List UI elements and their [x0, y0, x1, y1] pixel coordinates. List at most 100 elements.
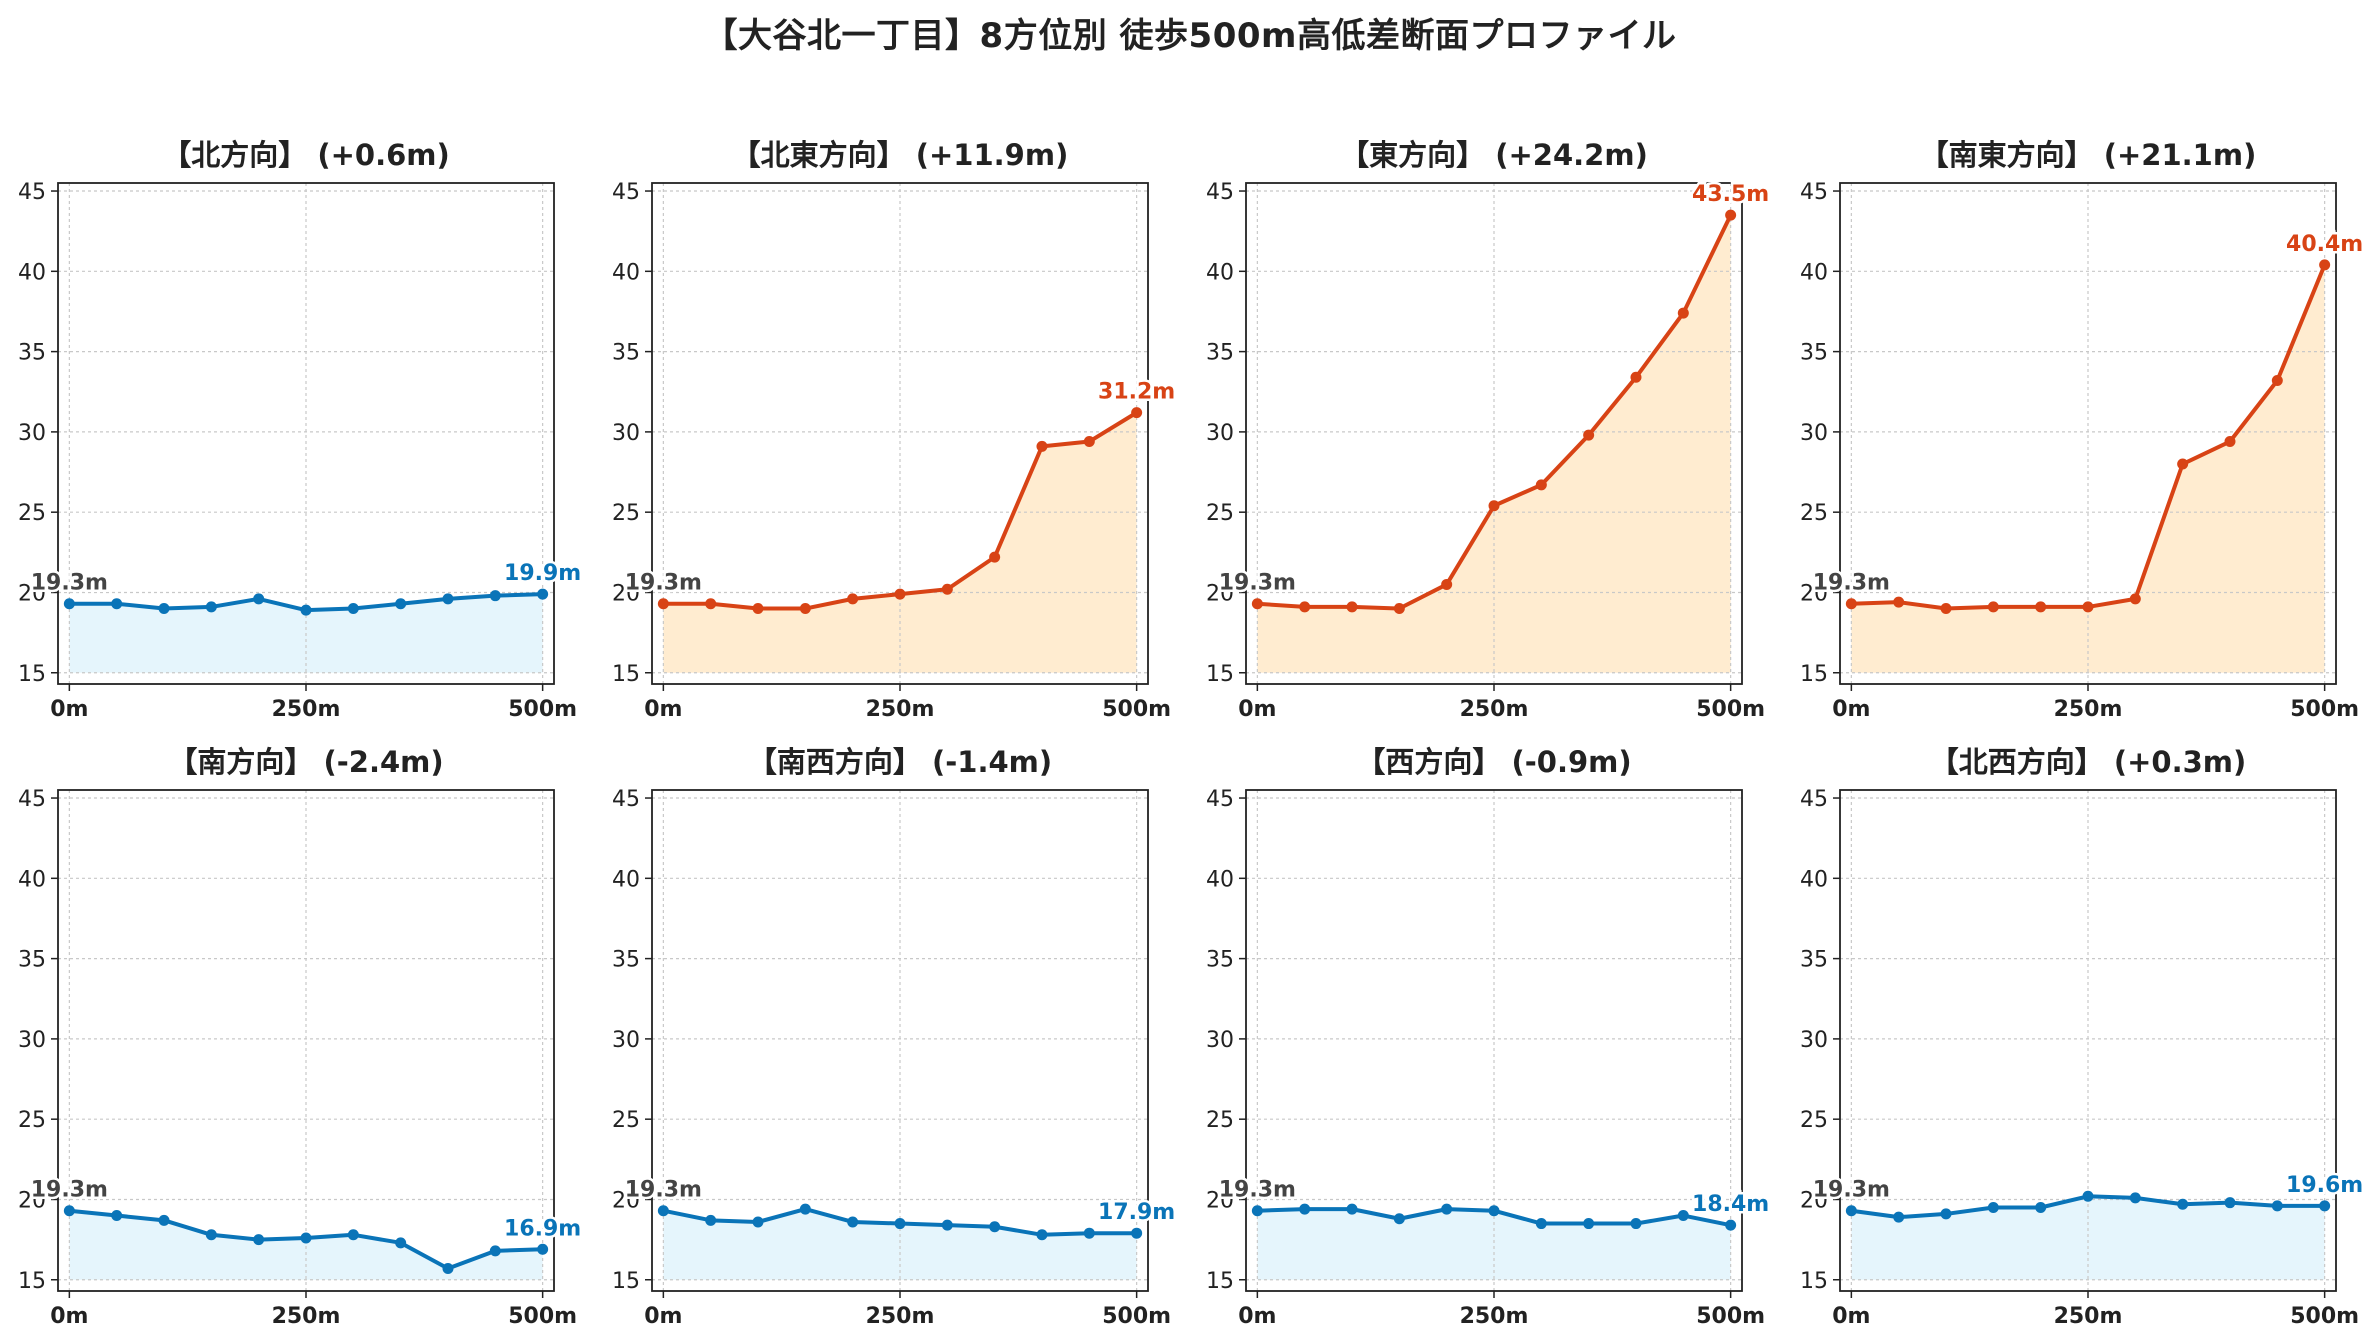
- x-tick-label: 0m: [1832, 1304, 1870, 1329]
- chart-panel-8: 【北西方向】 (+0.3m) 15 20 25 30 35 40 45 0m 250m 500m 19…: [1800, 745, 2366, 1329]
- y-tick-label: 25: [1800, 501, 1828, 526]
- y-tick-label: 40: [1206, 867, 1234, 892]
- x-tick-label: 250m: [2054, 1304, 2123, 1329]
- y-tick-label: 25: [1800, 1108, 1828, 1133]
- data-point: [1346, 601, 1358, 613]
- y-tick-label: 30: [612, 421, 640, 446]
- y-tick-label: 35: [1800, 341, 1828, 366]
- start-value-label: 19.3m: [1813, 571, 1890, 596]
- y-tick-label: 15: [612, 662, 640, 687]
- area-fill: [663, 412, 1137, 673]
- start-value-label: 19.3m: [31, 571, 108, 596]
- data-point: [253, 1234, 265, 1246]
- data-point: [2224, 436, 2236, 448]
- x-tick-label: 250m: [866, 1304, 935, 1329]
- y-tick-label: 45: [1800, 180, 1828, 205]
- y-tick-label: 30: [18, 1028, 46, 1053]
- panel-title: 【北方向】 (+0.6m): [162, 138, 450, 172]
- x-tick-label: 250m: [272, 697, 341, 722]
- data-point: [2082, 1190, 2094, 1202]
- data-point: [705, 1214, 717, 1226]
- data-point: [2035, 601, 2047, 613]
- data-point: [1299, 1203, 1311, 1215]
- y-tick-label: 20: [1206, 581, 1234, 606]
- data-point: [300, 1232, 312, 1244]
- data-point: [395, 1237, 407, 1249]
- end-value-label: 31.2m: [1098, 380, 1175, 405]
- data-point: [1488, 1205, 1500, 1217]
- data-point: [63, 598, 75, 610]
- y-tick-label: 30: [1800, 1028, 1828, 1053]
- data-point: [489, 590, 501, 602]
- data-point: [1893, 596, 1905, 608]
- data-point: [752, 1216, 764, 1228]
- data-point: [941, 1219, 953, 1231]
- y-tick-label: 15: [18, 1269, 46, 1294]
- x-tick-label: 0m: [644, 1304, 682, 1329]
- panel-title: 【南東方向】 (+21.1m): [1920, 138, 2257, 172]
- data-point: [1583, 429, 1595, 441]
- y-tick-label: 20: [1800, 1188, 1828, 1213]
- x-tick-label: 250m: [866, 697, 935, 722]
- end-value-label: 43.5m: [1692, 182, 1769, 207]
- y-tick-label: 30: [1206, 1028, 1234, 1053]
- y-tick-label: 20: [612, 581, 640, 606]
- x-tick-label: 0m: [644, 697, 682, 722]
- data-point: [158, 1214, 170, 1226]
- start-value-label: 19.3m: [1219, 1178, 1296, 1203]
- data-point: [1845, 598, 1857, 610]
- y-tick-label: 45: [18, 787, 46, 812]
- data-point: [1083, 1227, 1095, 1239]
- data-point: [799, 1203, 811, 1215]
- data-point: [1131, 407, 1143, 419]
- data-point: [1251, 1205, 1263, 1217]
- data-point: [989, 1221, 1001, 1233]
- data-point: [1677, 1210, 1689, 1222]
- data-point: [253, 593, 265, 605]
- y-tick-label: 40: [1206, 260, 1234, 285]
- figure-title: 【大谷北一丁目】8方位別 徒歩500m高低差断面プロファイル: [703, 16, 1677, 56]
- data-point: [657, 1205, 669, 1217]
- data-point: [2035, 1202, 2047, 1213]
- y-tick-label: 20: [18, 1188, 46, 1213]
- data-point: [111, 1210, 123, 1222]
- data-point: [2271, 1200, 2283, 1212]
- x-tick-label: 500m: [1102, 697, 1171, 722]
- panel-title: 【北西方向】 (+0.3m): [1930, 745, 2247, 779]
- chart-panel-5: 【南方向】 (-2.4m) 15 20 25 30 35 40 45 0m 250m 500m 19.…: [18, 745, 584, 1329]
- data-point: [537, 1243, 549, 1255]
- data-point: [1893, 1211, 1905, 1223]
- x-tick-label: 250m: [2054, 697, 2123, 722]
- start-value-label: 19.3m: [31, 1178, 108, 1203]
- data-point: [1987, 1202, 1999, 1213]
- data-point: [1488, 500, 1500, 512]
- y-tick-label: 45: [18, 180, 46, 205]
- x-tick-label: 250m: [1460, 697, 1529, 722]
- data-point: [1251, 598, 1263, 610]
- data-point: [894, 1218, 906, 1230]
- y-tick-label: 40: [612, 867, 640, 892]
- data-point: [752, 603, 764, 615]
- y-tick-label: 45: [1800, 787, 1828, 812]
- chart-panel-3: 【東方向】 (+24.2m) 15 20 25 30 35 40 45 0m 250m 500m 19…: [1206, 138, 1772, 722]
- y-tick-label: 25: [18, 1108, 46, 1133]
- data-point: [1583, 1218, 1595, 1230]
- start-value-label: 19.3m: [1219, 571, 1296, 596]
- data-point: [1036, 1229, 1048, 1241]
- y-tick-label: 25: [612, 1108, 640, 1133]
- y-tick-label: 45: [612, 787, 640, 812]
- x-tick-label: 500m: [508, 697, 577, 722]
- data-point: [1535, 1218, 1547, 1230]
- y-tick-label: 25: [18, 501, 46, 526]
- data-point: [395, 598, 407, 610]
- y-tick-label: 40: [612, 260, 640, 285]
- chart-panel-7: 【西方向】 (-0.9m) 15 20 25 30 35 40 45 0m 250m 500m 19.…: [1206, 745, 1772, 1329]
- data-point: [2177, 458, 2189, 470]
- end-value-label: 17.9m: [1098, 1200, 1175, 1225]
- data-point: [1299, 601, 1311, 613]
- y-tick-label: 20: [18, 581, 46, 606]
- x-tick-label: 250m: [272, 1304, 341, 1329]
- area-fill: [1257, 1209, 1731, 1280]
- end-value-label: 16.9m: [504, 1216, 581, 1241]
- data-point: [1987, 601, 1999, 613]
